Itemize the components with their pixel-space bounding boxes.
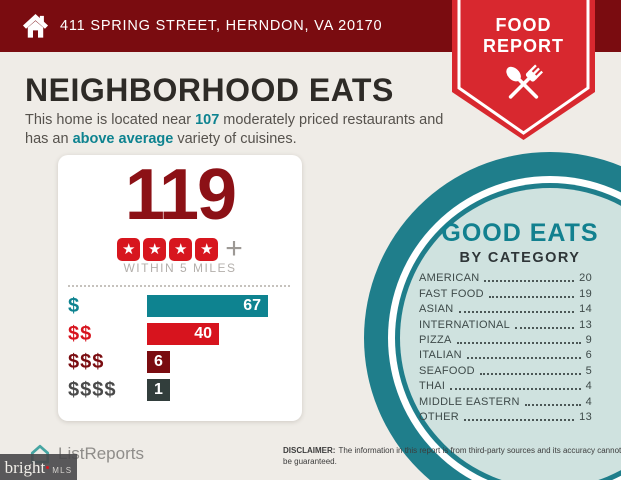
category-label: ITALIAN [419,349,462,362]
dotted-leader [464,418,575,421]
price-label: $$$ [68,351,105,373]
intro-text: This home is located near [25,112,196,128]
badge-line1: FOOD [496,15,552,35]
category-value: 20 [579,272,592,285]
price-row: $$ 40 [68,323,292,345]
category-row: SEAFOOD 5 [419,361,592,376]
price-bar: 40 [147,323,219,345]
price-row: $67 [68,295,292,317]
category-label: SEAFOOD [419,364,475,377]
badge-line2: REPORT [483,36,564,56]
category-row: AMERICAN 20 [419,269,592,284]
dotted-leader [484,280,575,283]
bright-red-dot [46,466,50,469]
price-row: $$$ 6 [68,351,292,373]
price-bar-chart: $67 $$ 40 $$$ 6 $$$$ 1 [68,295,292,407]
intro-text: moderately priced restaurants and has an [25,112,444,148]
category-value: 6 [585,349,592,362]
dotted-leader [488,295,575,298]
dotted-leader [456,341,581,344]
radius-label: WITHIN 5 MILES [123,261,237,275]
mls-label: MLS [52,465,73,475]
price-bar: 67 [147,295,268,317]
category-row: PIZZA 9 [419,331,592,346]
price-bar: 1 [147,379,170,401]
category-row: INTERNATIONAL 13 [419,315,592,330]
category-row: ASIAN 14 [419,300,592,315]
dotted-leader [466,357,581,360]
plus-icon: + [225,232,243,265]
category-label: PIZZA [419,333,452,346]
category-value: 4 [585,380,592,393]
card-divider [68,285,290,287]
price-label: $ [68,295,81,317]
category-value: 14 [579,303,592,316]
category-value: 13 [579,410,592,423]
category-row: OTHER 13 [419,408,592,423]
good-eats-title: GOOD EATS [441,219,599,247]
dotted-leader [524,403,581,406]
category-row: FAST FOOD 19 [419,284,592,299]
category-list: AMERICAN 20 FAST FOOD 19 ASIAN 14 INTERNATIONA… [419,269,592,423]
dotted-leader [515,326,575,329]
category-row: MIDDLE EASTERN 4 [419,392,592,407]
listreports-wordmark: ListReports [58,443,144,463]
price-label: $$ [68,323,93,345]
disclaimer: DISCLAIMER: The information in this repor… [283,445,621,467]
rating-stars: ★ ★ ★ ★ + [58,234,302,264]
home-icon [22,13,49,38]
bright-mls-watermark: bright MLS [0,454,77,480]
price-bar-value: 40 [194,325,212,342]
category-value: 13 [579,318,592,331]
good-eats-heading: GOOD EATS BY CATEGORY [400,219,621,266]
price-label: $$$$ [68,379,117,401]
price-row: $$$$ 1 [68,379,292,401]
food-report-badge: FOOD REPORT [452,0,595,140]
price-bar-value: 1 [154,381,163,398]
category-value: 5 [585,364,592,377]
category-label: INTERNATIONAL [419,318,511,331]
star-icon: ★ [117,237,141,261]
dotted-leader [458,311,575,314]
category-value: 4 [585,395,592,408]
star-icon: ★ [143,237,167,261]
summary-card: 119 ★ ★ ★ ★ + WITHIN 5 MILES $67 $$ 40 $$$ 6 $$$$… [58,155,302,421]
variety-highlight: above average [72,131,174,148]
star-icon: ★ [195,237,219,261]
total-restaurants: 119 [124,155,237,235]
price-bar-value: 6 [154,353,163,370]
category-label: FAST FOOD [419,287,484,300]
good-eats-subtitle: BY CATEGORY [459,250,581,266]
dotted-leader [479,372,581,375]
disclaimer-text: The information in this report is from t… [283,446,621,467]
category-label: ASIAN [419,303,454,316]
restaurant-count: 107 [195,112,220,128]
star-icon: ★ [169,237,193,261]
dotted-leader [450,388,581,391]
intro-sentence: This home is located near 107 moderately… [25,111,455,149]
crossed-utensils-icon [506,64,544,99]
category-row: THAI 4 [419,377,592,392]
bright-wordmark: bright [4,457,46,477]
disclaimer-label: DISCLAIMER: [283,446,336,455]
category-value: 19 [579,287,592,300]
price-bar-value: 67 [243,297,261,314]
category-value: 9 [585,333,592,346]
page-title: NEIGHBORHOOD EATS [25,72,394,108]
intro-text: variety of cuisines. [173,131,297,148]
price-bar: 6 [147,351,170,373]
category-row: ITALIAN 6 [419,346,592,361]
property-address: 411 SPRING STREET, HERNDON, VA 20170 [60,18,383,34]
category-label: AMERICAN [419,272,480,285]
category-label: THAI [419,380,446,393]
category-label: OTHER [419,410,459,423]
category-label: MIDDLE EASTERN [419,395,520,408]
